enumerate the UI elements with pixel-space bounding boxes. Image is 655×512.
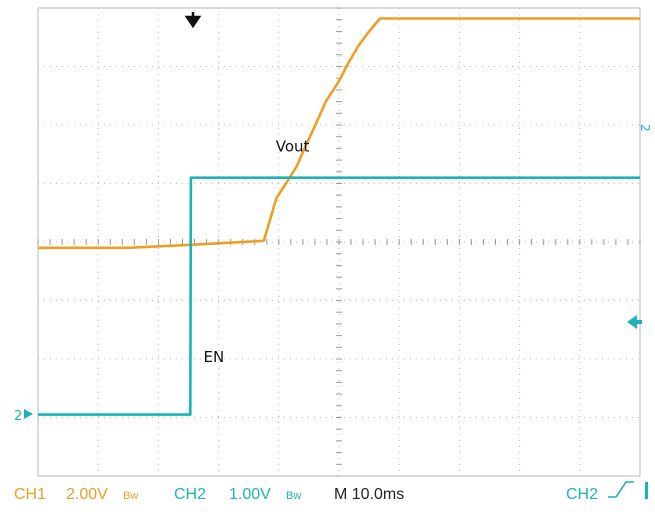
ch1-ground-marker-right: 2 xyxy=(638,124,652,132)
annotations: Vout EN xyxy=(204,137,310,366)
traces xyxy=(38,17,640,416)
timebase: M 10.0ms xyxy=(334,486,404,503)
rising-edge-icon xyxy=(608,481,634,498)
ch2-bandwidth: Bw xyxy=(286,490,301,502)
ch2-label: CH2 xyxy=(174,486,206,503)
status-bar: CH1 2.00V Bw CH2 1.00V Bw M 10.0ms CH2 xyxy=(14,481,648,503)
annotation-vout: Vout xyxy=(276,137,310,155)
ch2-scale: 1.00V xyxy=(229,486,271,503)
down-arrow-icon xyxy=(184,12,202,29)
ch2-ground-label: 2 xyxy=(14,409,22,424)
right-side-label: 2 xyxy=(638,124,652,132)
trigger-channel: CH2 xyxy=(566,486,598,503)
series-line-ch2 xyxy=(38,176,640,416)
ch1-label: CH1 xyxy=(14,486,46,503)
left-arrow-icon xyxy=(627,315,637,329)
annotation-en: EN xyxy=(204,348,225,366)
right-arrow-icon xyxy=(24,409,33,419)
ch1-bandwidth: Bw xyxy=(123,490,138,502)
trigger-position-marker xyxy=(184,12,202,29)
grid xyxy=(37,7,641,477)
ch1-scale: 2.00V xyxy=(66,486,108,503)
ch2-ground-marker: 2 xyxy=(14,409,33,424)
series-line-ch1 xyxy=(38,17,640,250)
trigger-level-marker xyxy=(627,315,642,329)
